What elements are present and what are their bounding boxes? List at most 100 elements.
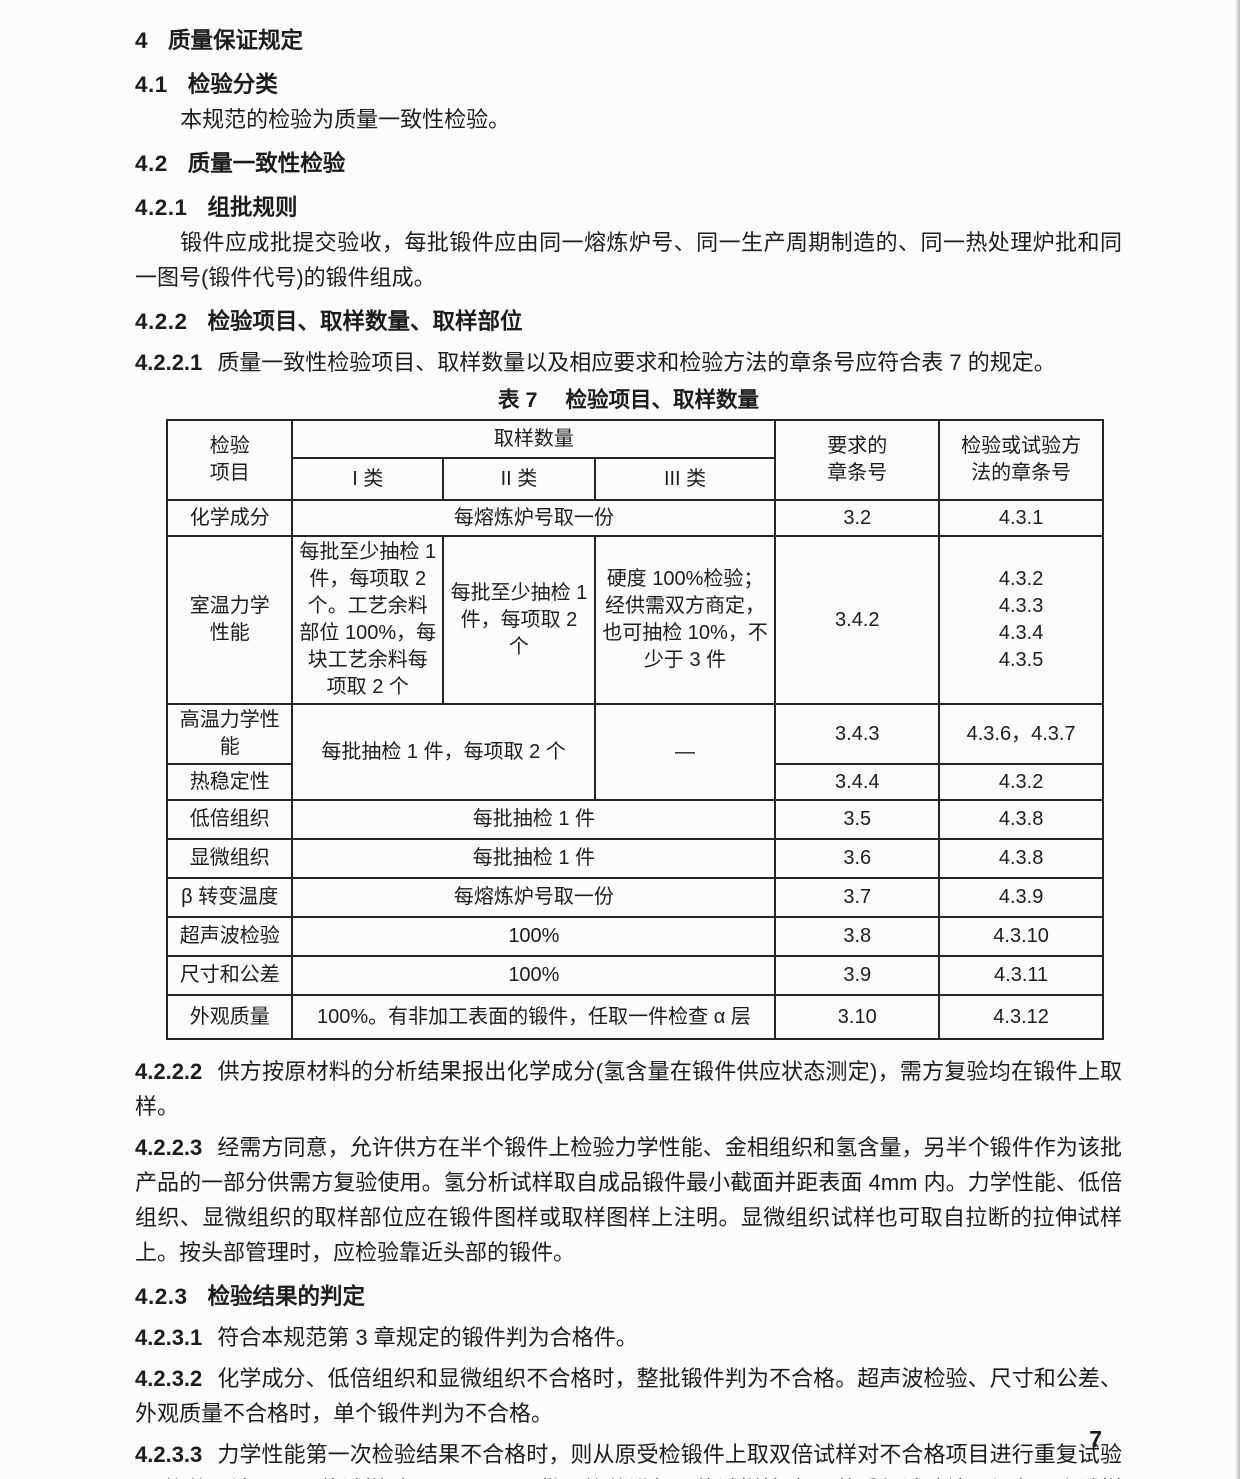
cell-sampling-class1: 每批至少抽检 1 件，每项取 2 个。工艺余料部位 100%，每块工艺余料每项取… (291, 535, 445, 705)
table-row-ultrasonic: 超声波检验 100% 3.8 4.3.10 (165, 916, 1104, 957)
cell-sampling: 每批抽检 1 件 (291, 838, 777, 879)
heading-4: 4 质量保证规定 (135, 23, 1122, 58)
cell-sampling: 每熔炼炉号取一份 (291, 499, 777, 537)
paragraph-4-2-2-1: 4.2.2.1 质量一致性检验项目、取样数量以及相应要求和检验方法的章条号应符合表… (135, 345, 1122, 380)
table-row-dimensions: 尺寸和公差 100% 3.9 4.3.11 (165, 955, 1104, 996)
cell-sampling: 100% (291, 955, 777, 996)
section-number: 4.2 (135, 151, 168, 176)
cell-item: 显微组织 (165, 838, 294, 879)
cell-req: 3.6 (774, 838, 941, 879)
cell-req: 3.4.4 (774, 763, 941, 801)
section-title: 检验分类 (187, 72, 278, 97)
clause-number: 4.2.3.3 (135, 1442, 203, 1467)
table-header-row-1: 检验 项目 取样数量 要求的 章条号 检验或试验方 法的章条号 (165, 419, 1104, 501)
cell-sampling-class3: — (593, 703, 777, 801)
table-header-row-2: I 类 II 类 III 类 (167, 457, 1103, 501)
table-caption-title: 检验项目、取样数量 (565, 388, 759, 412)
cell-sampling-class1-2: 每批抽检 1 件，每项取 2 个 (291, 703, 596, 801)
heading-4-2-1: 4.2.1 组批规则 (135, 190, 1122, 225)
clause-text: 力学性能第一次检验结果不合格时，则从原受检锻件上取双倍试样对不合格项目进行重复试… (135, 1442, 1122, 1479)
cell-sampling: 100%。有非加工表面的锻件，任取一件检查 α 层 (291, 994, 777, 1040)
section-title: 检验项目、取样数量、取样部位 (207, 309, 523, 334)
heading-4-2-2: 4.2.2 检验项目、取样数量、取样部位 (135, 304, 1122, 339)
clause-number: 4.2.2.2 (135, 1059, 203, 1084)
cell-sampling-class3: 硬度 100%检验；经供需双方商定，也可抽检 10%，不少于 3 件 (593, 535, 777, 705)
table-caption: 表 7 检验项目、取样数量 (135, 384, 1122, 417)
section-number: 4.1 (135, 72, 168, 97)
table-row-appearance: 外观质量 100%。有非加工表面的锻件，任取一件检查 α 层 3.10 4.3.… (165, 994, 1104, 1040)
cell-sampling: 100% (291, 916, 777, 957)
section-number: 4.2.2 (135, 309, 188, 334)
cell-sampling-class2: 每批至少抽检 1 件，每项取 2 个 (442, 535, 596, 705)
section-title: 质量保证规定 (168, 28, 304, 53)
col-header-class-2: II 类 (442, 457, 596, 501)
cell-method: 4.3.2 (938, 763, 1104, 801)
table-row-macrostructure: 低倍组织 每批抽检 1 件 3.5 4.3.8 (165, 799, 1104, 840)
cell-item: 低倍组织 (165, 799, 294, 840)
cell-req: 3.10 (774, 994, 941, 1040)
table-caption-label: 表 7 (498, 388, 538, 412)
table-7: 检验 项目 取样数量 要求的 章条号 检验或试验方 法的章条号 I 类 II 类… (165, 419, 1104, 1040)
cell-item: 室温力学 性能 (165, 535, 294, 705)
section-title: 组批规则 (207, 195, 298, 220)
clause-text: 经需方同意，允许供方在半个锻件上检验力学性能、金相组织和氢含量，另半个锻件作为该… (135, 1135, 1122, 1265)
section-number: 4 (135, 28, 149, 53)
col-header-req-clause: 要求的 章条号 (774, 419, 941, 501)
col-header-item: 检验 项目 (165, 419, 294, 501)
cell-method: 4.3.8 (938, 838, 1104, 879)
table-row-room-temp-mech: 室温力学 性能 每批至少抽检 1 件，每项取 2 个。工艺余料部位 100%，每… (165, 535, 1104, 705)
table-row-beta-transus: β 转变温度 每熔炼炉号取一份 3.7 4.3.9 (165, 877, 1104, 918)
clause-number: 4.2.3.2 (135, 1366, 203, 1391)
paragraph-4-2-3-2: 4.2.3.2 化学成分、低倍组织和显微组织不合格时，整批锻件判为不合格。超声波检… (135, 1361, 1122, 1431)
heading-4-1: 4.1 检验分类 (135, 67, 1122, 102)
clause-text: 供方按原材料的分析结果报出化学成分(氢含量在锻件供应状态测定)，需方复验均在锻件… (135, 1059, 1122, 1119)
cell-req: 3.8 (774, 916, 941, 957)
section-title: 检验结果的判定 (207, 1284, 366, 1309)
cell-req: 3.2 (774, 499, 941, 537)
cell-method: 4.3.11 (938, 955, 1104, 996)
col-header-class-3: III 类 (593, 457, 777, 501)
heading-4-2: 4.2 质量一致性检验 (135, 146, 1122, 181)
cell-method: 4.3.9 (938, 877, 1104, 918)
cell-item: 外观质量 (165, 994, 294, 1040)
paragraph-4-2-2-3: 4.2.2.3 经需方同意，允许供方在半个锻件上检验力学性能、金相组织和氢含量，另… (135, 1130, 1122, 1270)
clause-text: 质量一致性检验项目、取样数量以及相应要求和检验方法的章条号应符合表 7 的规定。 (217, 350, 1056, 375)
cell-method: 4.3.2 4.3.3 4.3.4 4.3.5 (938, 535, 1104, 705)
table-row-high-temp-mech: 高温力学性能 每批抽检 1 件，每项取 2 个 — 3.4.3 4.3.6，4.… (165, 703, 1104, 801)
cell-req: 3.4.3 (774, 703, 941, 765)
paragraph-4-2-3-1: 4.2.3.1 符合本规范第 3 章规定的锻件判为合格件。 (135, 1320, 1122, 1355)
page-number: 7 (1089, 1426, 1102, 1452)
cell-item: 热稳定性 (165, 763, 294, 801)
cell-req: 3.5 (774, 799, 941, 840)
clause-number: 4.2.2.1 (135, 350, 203, 375)
cell-method: 4.3.1 (938, 499, 1104, 537)
section-number: 4.2.3 (135, 1284, 188, 1309)
paragraph-4-2-3-3: 4.2.3.3 力学性能第一次检验结果不合格时，则从原受检锻件上取双倍试样对不合格… (135, 1437, 1122, 1479)
cell-item: 高温力学性能 (165, 703, 294, 765)
cell-item: 尺寸和公差 (165, 955, 294, 996)
col-header-class-1: I 类 (291, 457, 445, 501)
col-header-method-clause: 检验或试验方 法的章条号 (938, 419, 1104, 501)
cell-item: β 转变温度 (165, 877, 294, 918)
section-title: 质量一致性检验 (187, 151, 346, 176)
clause-text: 化学成分、低倍组织和显微组织不合格时，整批锻件判为不合格。超声波检验、尺寸和公差… (135, 1366, 1122, 1426)
cell-method: 4.3.12 (938, 994, 1104, 1040)
clause-number: 4.2.2.3 (135, 1135, 203, 1160)
cell-sampling: 每批抽检 1 件 (291, 799, 777, 840)
cell-item: 化学成分 (165, 499, 294, 537)
cell-req: 3.7 (774, 877, 941, 918)
cell-method: 4.3.6，4.3.7 (938, 703, 1104, 765)
cell-method: 4.3.10 (938, 916, 1104, 957)
cell-req: 3.4.2 (774, 535, 941, 705)
clause-number: 4.2.3.1 (135, 1325, 203, 1350)
paragraph-4-2-1: 锻件应成批提交验收，每批锻件应由同一熔炼炉号、同一生产周期制造的、同一热处理炉批… (135, 230, 1122, 290)
table-row-thermal-stability: 热稳定性 3.4.4 4.3.2 (165, 763, 1104, 801)
cell-sampling: 每熔炼炉号取一份 (291, 877, 777, 918)
col-header-sampling: 取样数量 (291, 419, 777, 459)
section-number: 4.2.1 (135, 195, 188, 220)
cell-item: 超声波检验 (165, 916, 294, 957)
cell-req: 3.9 (774, 955, 941, 996)
paragraph-4-2-2-2: 4.2.2.2 供方按原材料的分析结果报出化学成分(氢含量在锻件供应状态测定)，需… (135, 1054, 1122, 1124)
